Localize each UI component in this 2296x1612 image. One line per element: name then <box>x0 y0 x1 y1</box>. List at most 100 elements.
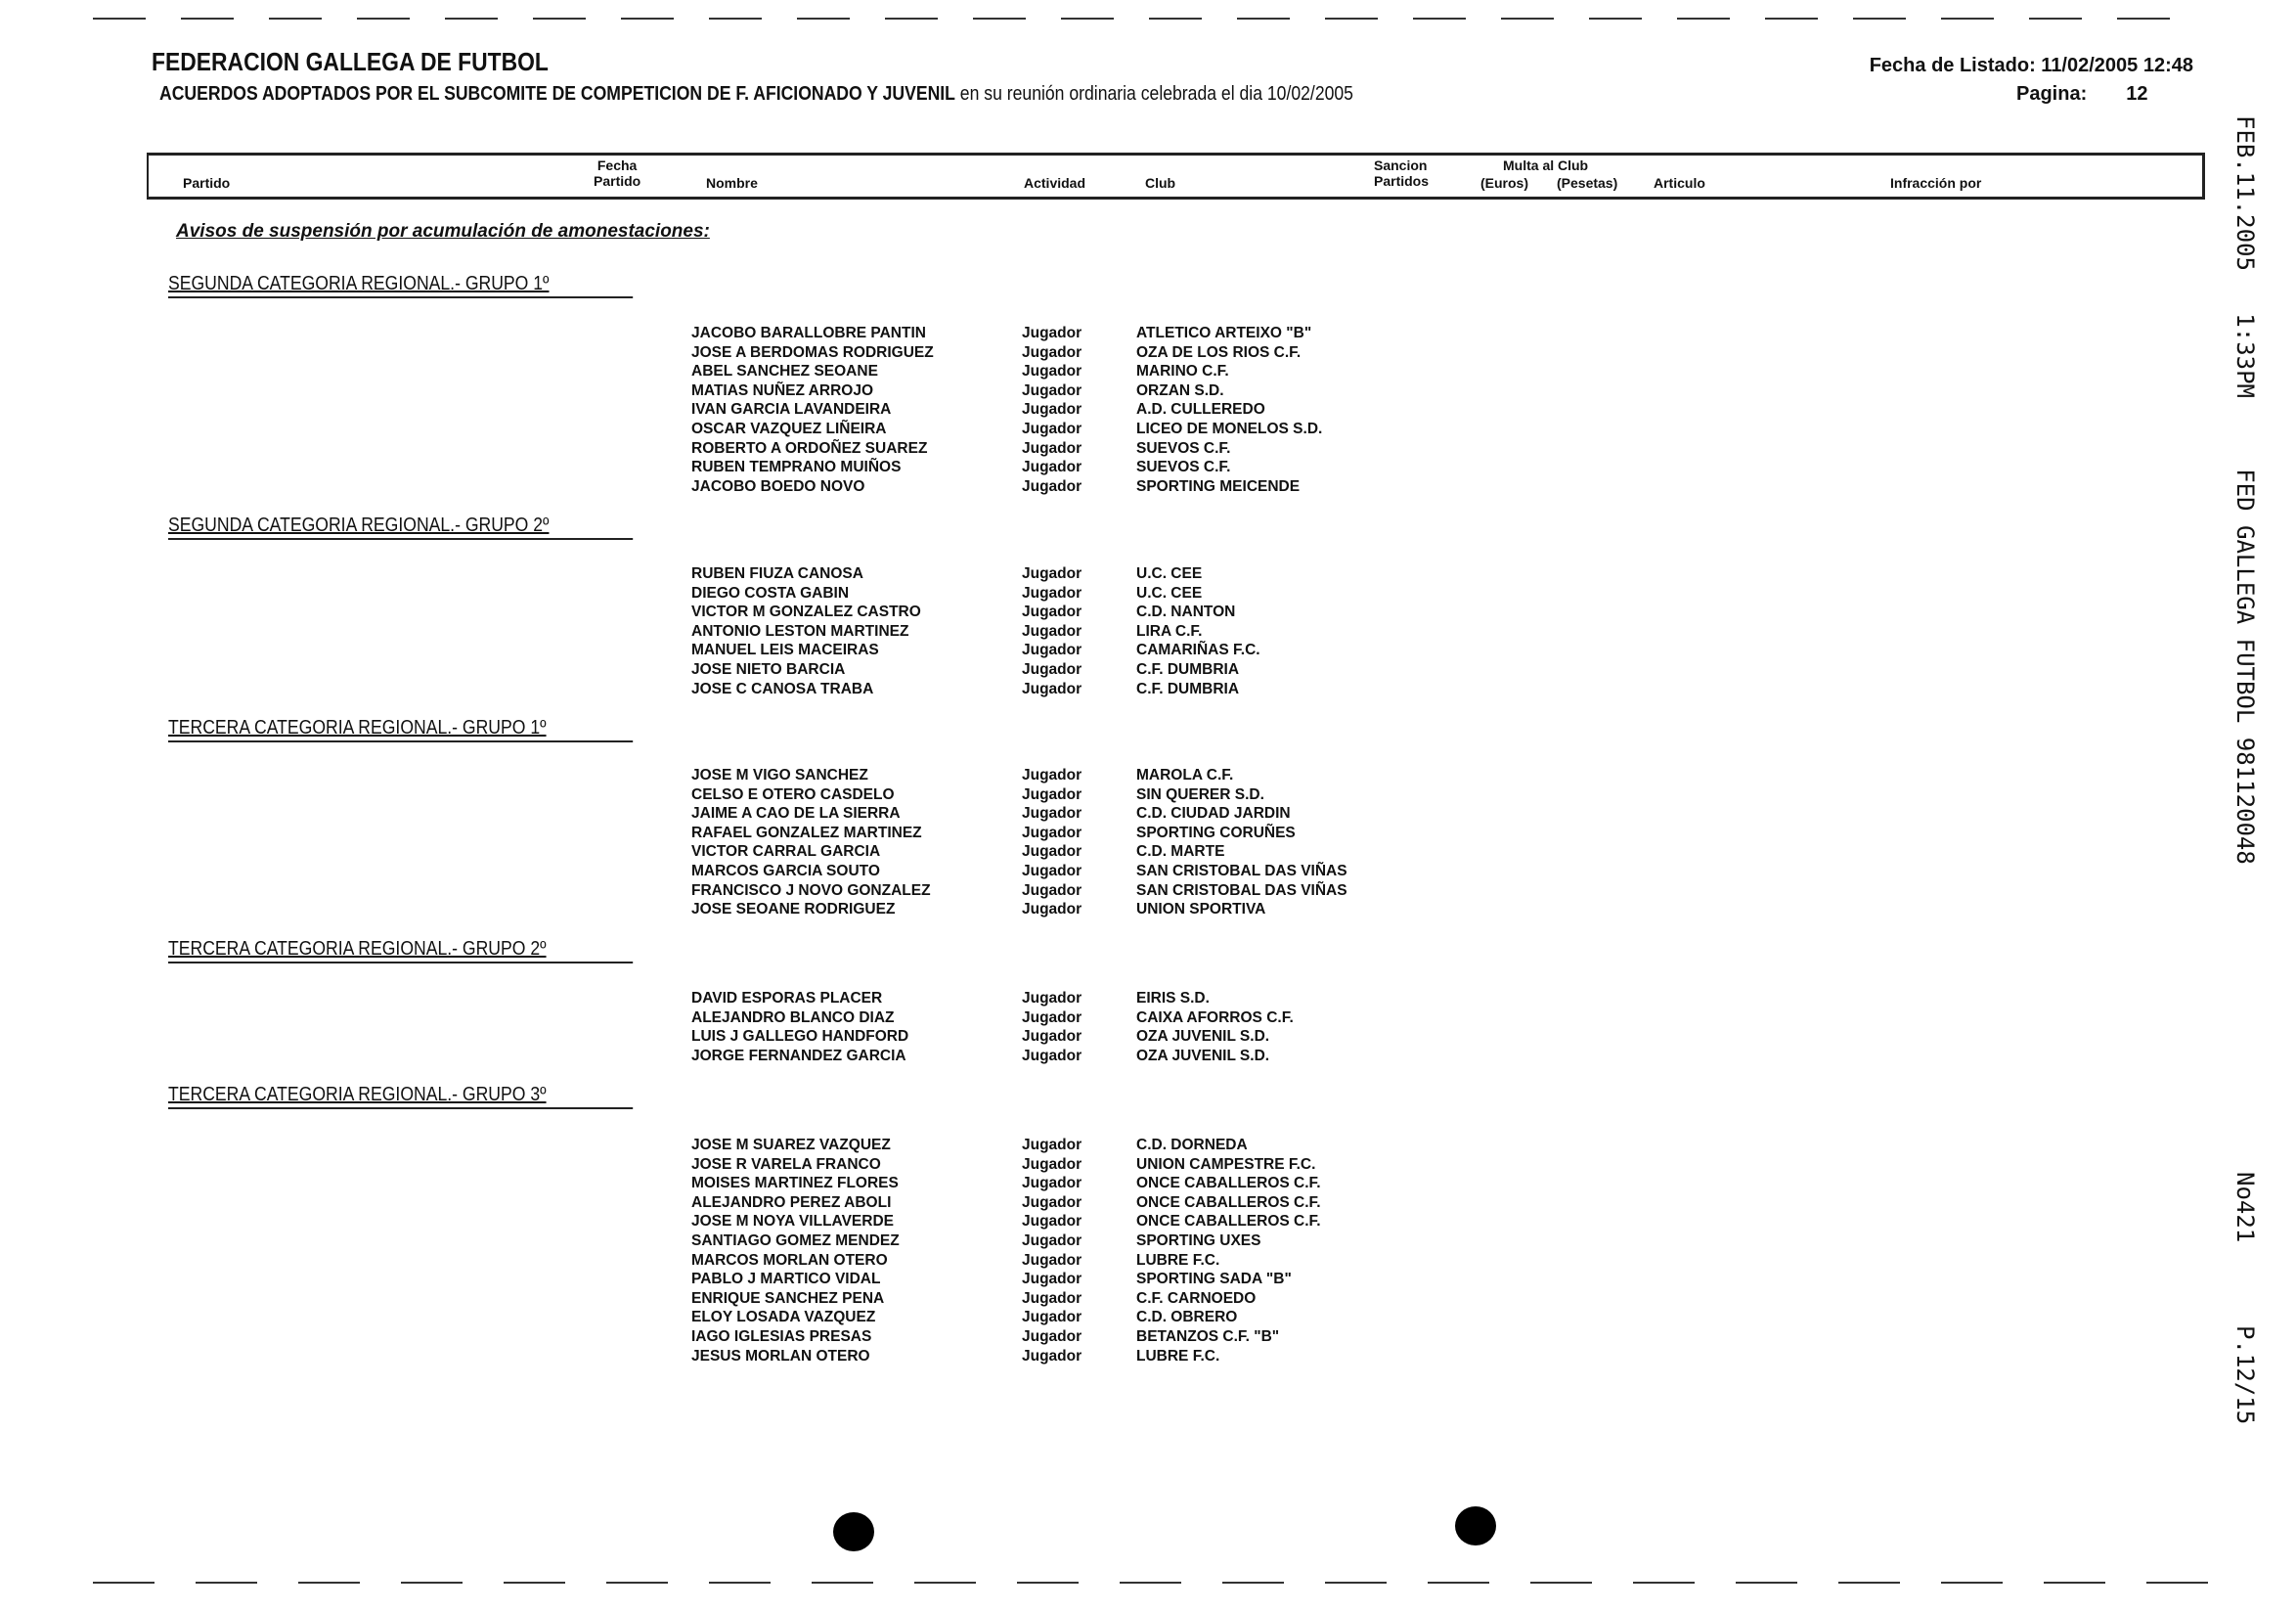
group-rows: JOSE M SUAREZ VAZQUEZ Jugador C.D. DORNEDA… <box>691 1136 1767 1366</box>
col-euros: (Euros) <box>1480 175 1528 191</box>
player-name: JOSE M VIGO SANCHEZ <box>691 767 868 784</box>
dash-line <box>1765 18 1818 20</box>
table-row: JOSE M NOYA VILLAVERDE Jugador ONCE CABALL… <box>691 1212 1767 1231</box>
player-name: JACOBO BOEDO NOVO <box>691 477 865 495</box>
dash-line <box>1589 18 1642 20</box>
group-heading: TERCERA CATEGORIA REGIONAL.- GRUPO 2º <box>168 937 634 963</box>
listing-date: Fecha de Listado: 11/02/2005 12:48 <box>1869 55 2193 76</box>
dash-line <box>1428 1582 1489 1584</box>
dash-line <box>93 1582 155 1584</box>
col-nombre: Nombre <box>706 175 758 191</box>
activity: Jugador <box>1022 862 1082 879</box>
club-name: ORZAN S.D. <box>1136 381 1224 399</box>
col-partido: Partido <box>183 175 231 191</box>
table-row: DIEGO COSTA GABIN Jugador U.C. CEE <box>691 584 1767 604</box>
activity: Jugador <box>1022 1008 1082 1026</box>
page-label: Pagina: <box>2016 83 2088 105</box>
player-name: JESUS MORLAN OTERO <box>691 1347 870 1365</box>
table-row: JOSE A BERDOMAS RODRIGUEZ Jugador OZA DE L… <box>691 343 1767 363</box>
table-row: VICTOR CARRAL GARCIA Jugador C.D. MARTE <box>691 842 1767 862</box>
player-name: ABEL SANCHEZ SEOANE <box>691 363 878 381</box>
table-row: ELOY LOSADA VAZQUEZ Jugador C.D. OBRERO <box>691 1308 1767 1327</box>
player-name: ANTONIO LESTON MARTINEZ <box>691 622 909 640</box>
activity: Jugador <box>1022 881 1082 899</box>
activity: Jugador <box>1022 1028 1082 1046</box>
dash-line <box>196 1582 257 1584</box>
player-name: MARCOS MORLAN OTERO <box>691 1251 888 1269</box>
activity: Jugador <box>1022 660 1082 678</box>
table-row: SANTIAGO GOMEZ MENDEZ Jugador SPORTING UXE… <box>691 1231 1767 1251</box>
table-row: ALEJANDRO BLANCO DIAZ Jugador CAIXA AFORRO… <box>691 1008 1767 1028</box>
player-name: JOSE M NOYA VILLAVERDE <box>691 1213 894 1231</box>
player-name: SANTIAGO GOMEZ MENDEZ <box>691 1231 900 1249</box>
activity: Jugador <box>1022 805 1082 823</box>
group-rows: DAVID ESPORAS PLACER Jugador EIRIS S.D. ALE… <box>691 989 1767 1065</box>
col-fecha-line2: Partido <box>594 173 641 189</box>
dash-line <box>2117 18 2170 20</box>
club-name: UNION CAMPESTRE F.C. <box>1136 1155 1316 1173</box>
dash-line <box>2044 1582 2105 1584</box>
activity: Jugador <box>1022 1193 1082 1211</box>
table-row: RUBEN FIUZA CANOSA Jugador U.C. CEE <box>691 564 1767 584</box>
table-row: MANUEL LEIS MACEIRAS Jugador CAMARIÑAS F.C… <box>691 641 1767 660</box>
dash-line <box>2029 18 2082 20</box>
club-name: OZA JUVENIL S.D. <box>1136 1028 1270 1046</box>
player-name: OSCAR VAZQUEZ LIÑEIRA <box>691 420 887 437</box>
col-fecha-line1: Fecha <box>596 157 638 173</box>
table-row: JAIME A CAO DE LA SIERRA Jugador C.D. CIUD… <box>691 804 1767 824</box>
activity: Jugador <box>1022 1289 1082 1307</box>
club-name: LICEO DE MONELOS S.D. <box>1136 420 1323 437</box>
dash-line <box>797 18 850 20</box>
player-name: JORGE FERNANDEZ GARCIA <box>691 1047 906 1064</box>
dash-line <box>1941 18 1994 20</box>
dash-line <box>1530 1582 1592 1584</box>
club-name: SIN QUERER S.D. <box>1136 785 1264 803</box>
group-heading: TERCERA CATEGORIA REGIONAL.- GRUPO 1º <box>168 716 634 742</box>
club-name: MARINO C.F. <box>1136 363 1229 381</box>
table-row: MARCOS MORLAN OTERO Jugador LUBRE F.C. <box>691 1251 1767 1271</box>
player-name: VICTOR CARRAL GARCIA <box>691 843 881 861</box>
dash-line <box>93 18 146 20</box>
club-name: SPORTING MEICENDE <box>1136 477 1301 495</box>
player-name: PABLO J MARTICO VIDAL <box>691 1271 881 1288</box>
club-name: LUBRE F.C. <box>1136 1347 1220 1365</box>
table-row: ENRIQUE SANCHEZ PENA Jugador C.F. CARNOEDO <box>691 1289 1767 1309</box>
player-name: ALEJANDRO BLANCO DIAZ <box>691 1008 895 1026</box>
subtitle-main: ACUERDOS ADOPTADOS POR EL SUBCOMITE DE C… <box>159 83 955 105</box>
player-name: LUIS J GALLEGO HANDFORD <box>691 1028 909 1046</box>
group-heading: SEGUNDA CATEGORIA REGIONAL.- GRUPO 2º <box>168 514 634 540</box>
fax-header-line: FEB.11.2005 1:33PM FED GALLEGA FUTBOL 98… <box>2231 115 2259 865</box>
page-number: 12 <box>2126 83 2148 105</box>
dash-line <box>1120 1582 1181 1584</box>
player-name: ALEJANDRO PEREZ ABOLI <box>691 1193 892 1211</box>
col-sancion-partidos: Sancion Partidos <box>1374 157 1429 189</box>
fax-number: No421 <box>2231 1172 2259 1243</box>
activity: Jugador <box>1022 843 1082 861</box>
player-name: FRANCISCO J NOVO GONZALEZ <box>691 881 931 899</box>
group-heading-text: TERCERA CATEGORIA REGIONAL.- GRUPO 2º <box>168 938 547 960</box>
table-row: MOISES MARTINEZ FLORES Jugador ONCE CABALL… <box>691 1174 1767 1193</box>
club-name: OZA DE LOS RIOS C.F. <box>1136 343 1302 361</box>
activity: Jugador <box>1022 901 1082 918</box>
player-name: JACOBO BARALLOBRE PANTIN <box>691 325 926 341</box>
dash-line <box>1941 1582 2003 1584</box>
activity: Jugador <box>1022 584 1082 602</box>
table-row: JOSE NIETO BARCIA Jugador C.F. DUMBRIA <box>691 660 1767 680</box>
table-row: ROBERTO A ORDOÑEZ SUAREZ Jugador SUEVOS C.… <box>691 439 1767 459</box>
table-row: LUIS J GALLEGO HANDFORD Jugador OZA JUVENI… <box>691 1027 1767 1047</box>
activity: Jugador <box>1022 1047 1082 1064</box>
punch-hole-mark <box>1455 1506 1496 1545</box>
table-row: JOSE R VARELA FRANCO Jugador UNION CAMPEST… <box>691 1155 1767 1175</box>
page-indicator: Pagina: 12 <box>2016 82 2148 106</box>
dash-line <box>1736 1582 1797 1584</box>
table-row: MATIAS NUÑEZ ARROJO Jugador ORZAN S.D. <box>691 381 1767 401</box>
player-name: MANUEL LEIS MACEIRAS <box>691 642 879 659</box>
dash-line <box>885 18 938 20</box>
activity: Jugador <box>1022 1175 1082 1192</box>
player-name: ELOY LOSADA VAZQUEZ <box>691 1309 876 1326</box>
table-row: IAGO IGLESIAS PRESAS Jugador BETANZOS C.F.… <box>691 1327 1767 1347</box>
dash-line <box>709 18 762 20</box>
dash-line <box>621 18 674 20</box>
table-row: ABEL SANCHEZ SEOANE Jugador MARINO C.F. <box>691 362 1767 381</box>
activity: Jugador <box>1022 622 1082 640</box>
